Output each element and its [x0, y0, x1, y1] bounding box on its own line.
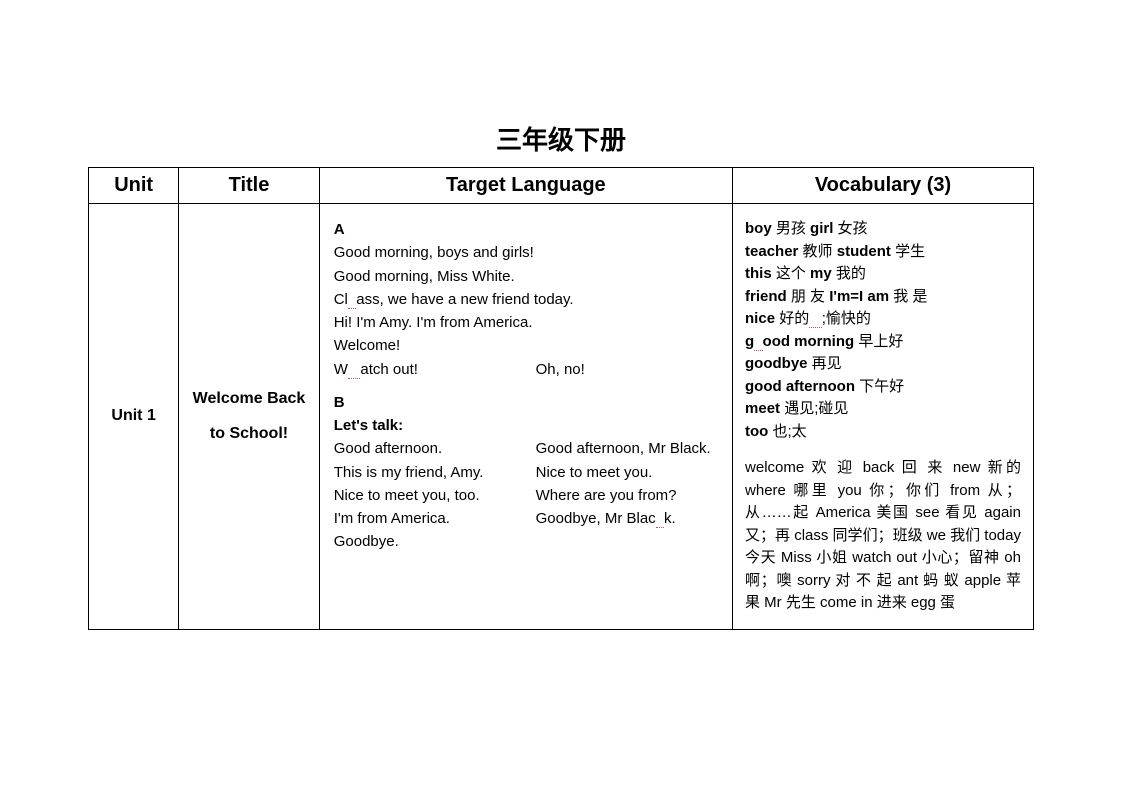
document-title: 三年级下册: [88, 120, 1034, 157]
vocab-block-bold: boy 男孩 girl 女孩 teacher 教师 student 学生 thi…: [745, 218, 1021, 443]
header-unit: Unit: [89, 168, 179, 204]
title-line2: to School!: [187, 416, 310, 451]
dotted-marker: [809, 310, 822, 328]
header-vocab: Vocabulary (3): [733, 168, 1034, 204]
header-title: Title: [179, 168, 319, 204]
title-line1: Welcome Back: [187, 381, 310, 416]
dotted-marker: [348, 361, 361, 379]
target-line: Good morning, boys and girls!: [334, 241, 722, 264]
dotted-marker: [656, 510, 664, 528]
dotted-marker: [348, 291, 356, 309]
dotted-marker: [754, 333, 762, 351]
target-line: This is my friend, Amy. Nice to meet you…: [334, 461, 722, 484]
target-line: Good afternoon. Good afternoon, Mr Black…: [334, 437, 722, 460]
target-line: Cl ass, we have a new friend today.: [334, 288, 722, 311]
target-line: I'm from America. Goodbye, Mr Blac k.: [334, 507, 722, 530]
target-line: Nice to meet you, too. Where are you fro…: [334, 484, 722, 507]
target-line: Good morning, Miss White.: [334, 265, 722, 288]
target-line: Goodbye.: [334, 530, 722, 553]
lets-talk-label: Let's talk:: [334, 414, 722, 437]
table-row: Unit 1 Welcome Back to School! A Good mo…: [89, 204, 1034, 630]
page-container: 三年级下册 Unit Title Target Language Vocabul…: [0, 0, 1122, 670]
title-cell: Welcome Back to School!: [179, 204, 319, 630]
section-b-label: B: [334, 391, 722, 414]
vocab-block-plain: welcome 欢 迎 back 回 来 new 新的 where 哪里 you…: [745, 457, 1021, 615]
target-line: W atch out! Oh, no!: [334, 358, 722, 381]
lesson-table: Unit Title Target Language Vocabulary (3…: [88, 167, 1034, 630]
target-line: Hi! I'm Amy. I'm from America.: [334, 311, 722, 334]
section-a-label: A: [334, 218, 722, 241]
unit-cell: Unit 1: [89, 204, 179, 630]
header-row: Unit Title Target Language Vocabulary (3…: [89, 168, 1034, 204]
target-line: Welcome!: [334, 334, 722, 357]
header-target: Target Language: [319, 168, 732, 204]
vocabulary-cell: boy 男孩 girl 女孩 teacher 教师 student 学生 thi…: [733, 204, 1034, 630]
target-language-cell: A Good morning, boys and girls! Good mor…: [319, 204, 732, 630]
